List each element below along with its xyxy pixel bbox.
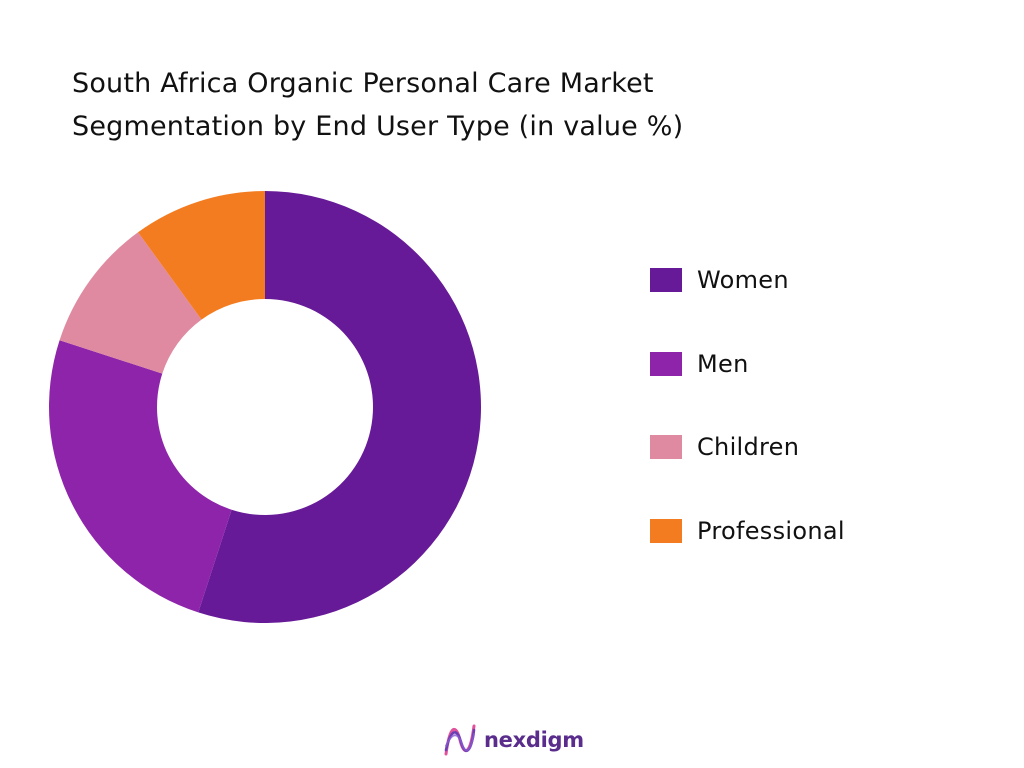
legend-swatch-women <box>650 268 682 292</box>
legend-label-professional: Professional <box>697 516 845 545</box>
legend-item-professional: Professional <box>650 513 845 597</box>
donut-slice-men <box>48 340 232 613</box>
donut-slice-women <box>198 191 481 623</box>
chart-title-line-2: Segmentation by End User Type (in value … <box>72 111 684 142</box>
legend-label-children: Children <box>697 433 800 461</box>
chart-legend: Women Men Children Professional <box>650 262 845 596</box>
legend-label-men: Men <box>697 349 749 378</box>
brand-logo: nexdigm <box>440 720 584 760</box>
donut-slice-children <box>59 232 202 374</box>
nexdigm-wave-logo-icon <box>444 724 476 756</box>
chart-title-line-1: South Africa Organic Personal Care Marke… <box>72 68 654 99</box>
legend-swatch-children <box>650 435 682 459</box>
legend-item-men: Men <box>650 346 845 430</box>
legend-label-women: Women <box>697 266 789 294</box>
chart-title: South Africa Organic Personal Care Marke… <box>72 62 892 148</box>
legend-item-children: Children <box>650 429 845 513</box>
donut-slice-professional <box>138 191 265 320</box>
legend-swatch-professional <box>650 518 682 543</box>
brand-name: nexdigm <box>484 728 584 752</box>
legend-swatch-men <box>650 351 682 376</box>
legend-item-women: Women <box>650 262 845 346</box>
